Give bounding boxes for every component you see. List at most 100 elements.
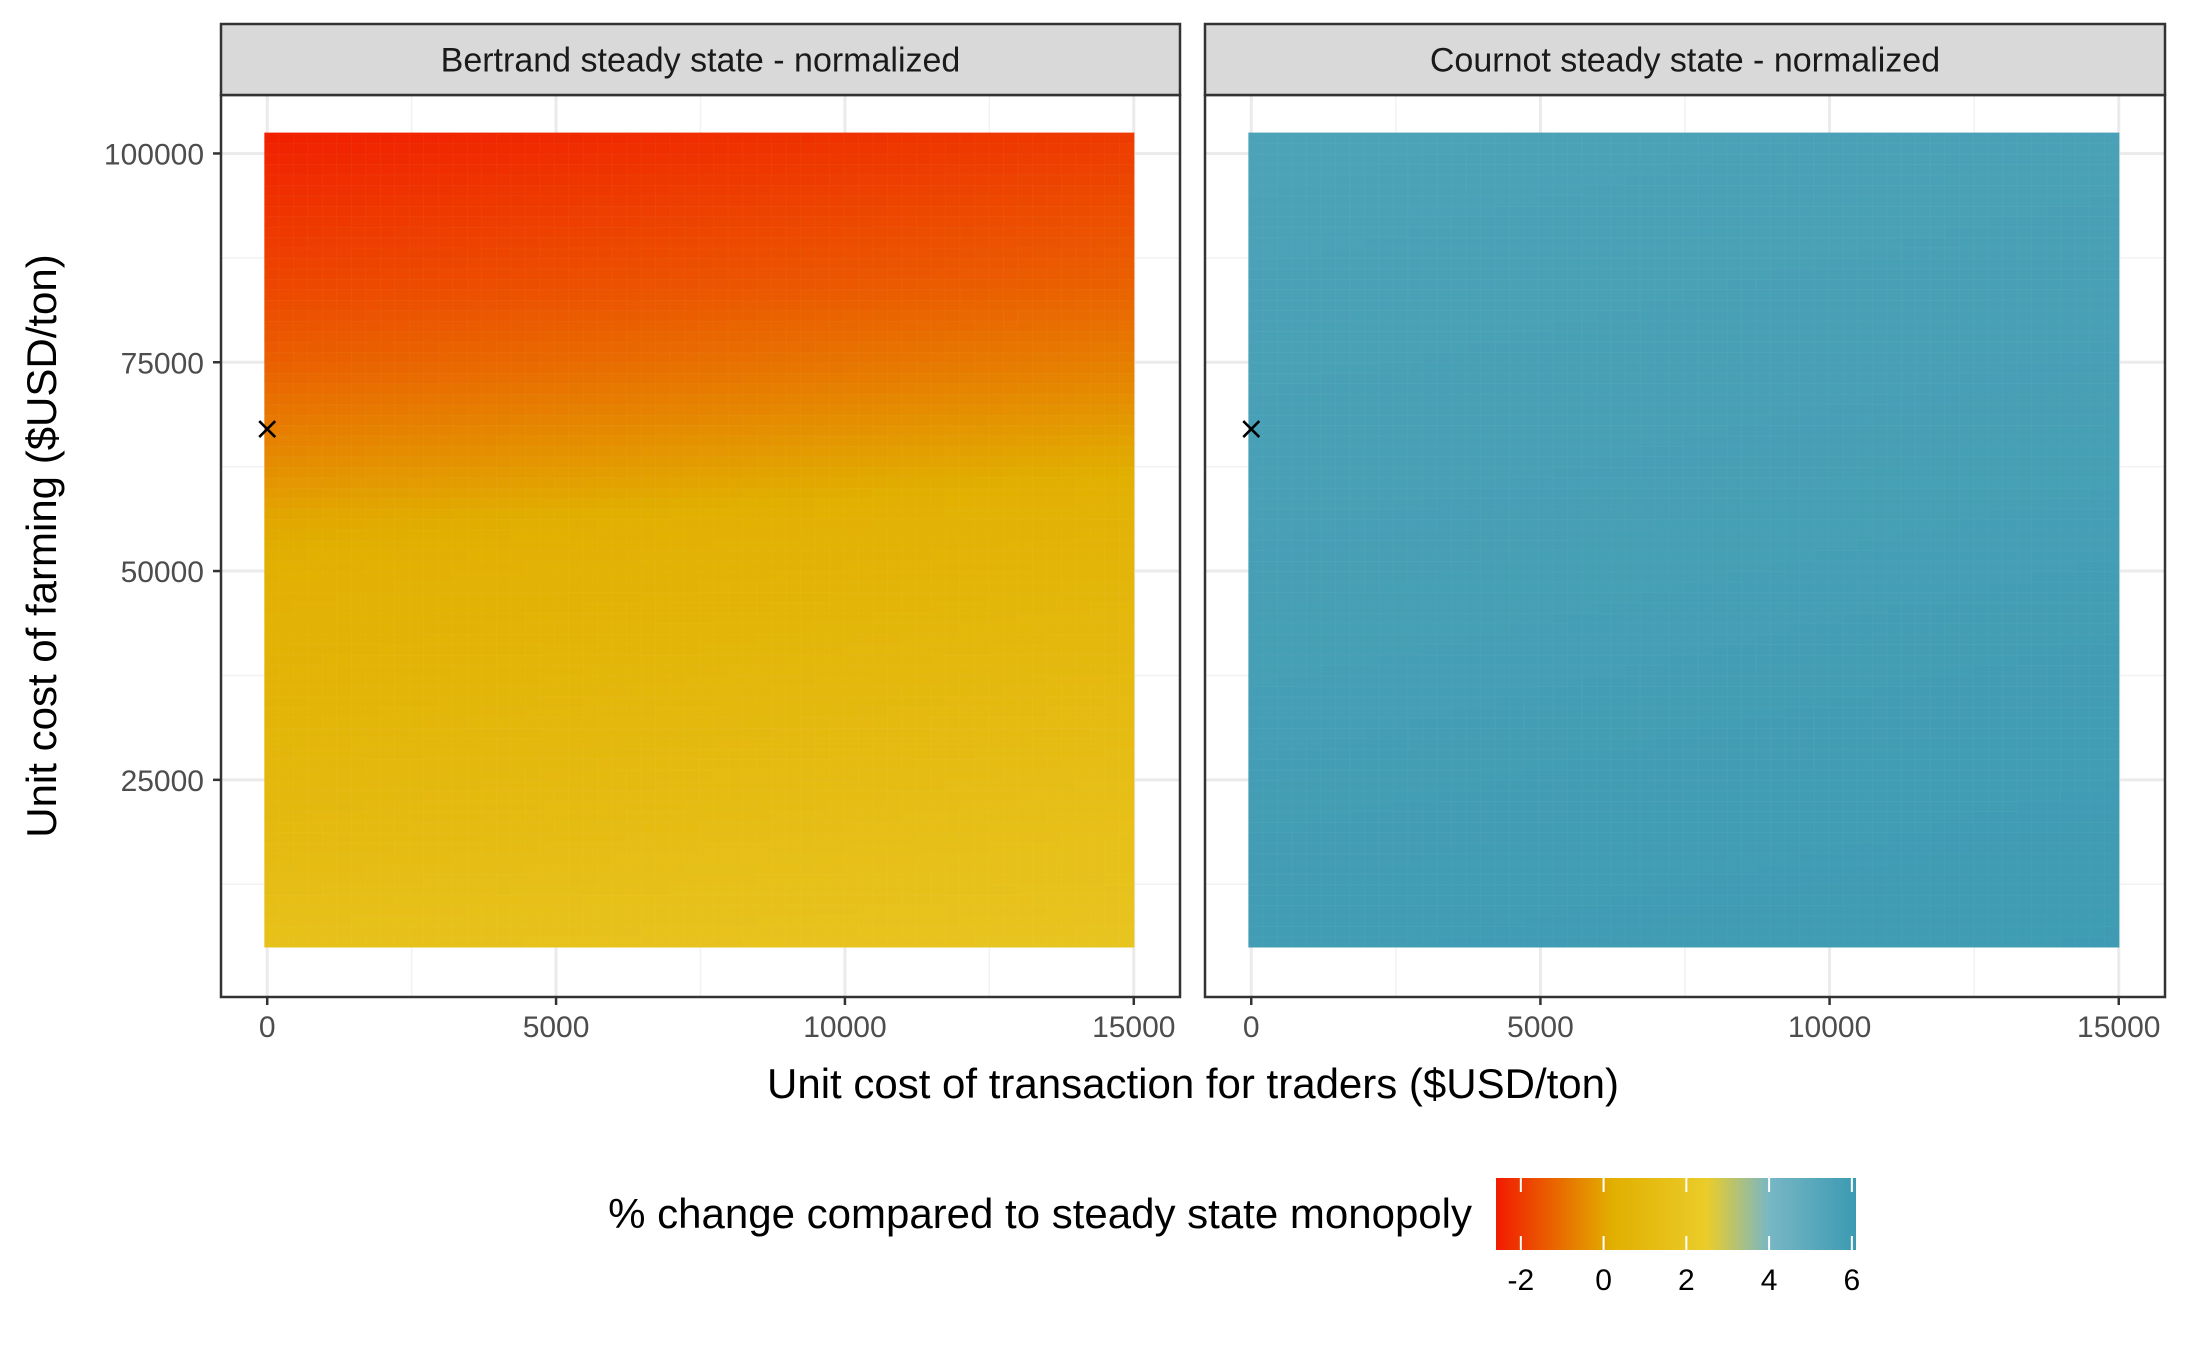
heatmap-tile xyxy=(611,414,628,426)
heatmap-tile xyxy=(264,758,280,771)
heatmap-tile xyxy=(872,831,889,844)
heatmap-tile xyxy=(2103,904,2120,917)
heatmap-tile xyxy=(539,560,555,572)
heatmap-tile xyxy=(959,247,976,259)
heatmap-tile xyxy=(1090,351,1106,364)
heatmap-tile xyxy=(945,226,961,238)
heatmap-tile xyxy=(655,257,671,270)
heatmap-tile xyxy=(2074,915,2091,927)
heatmap-tile xyxy=(394,414,411,426)
heatmap-tile xyxy=(858,779,874,792)
heatmap-tile xyxy=(655,852,671,865)
heatmap-tile xyxy=(1119,706,1135,719)
heatmap-tile xyxy=(611,915,628,927)
heatmap-tile xyxy=(510,403,527,416)
heatmap-tile xyxy=(2060,936,2077,948)
heatmap-tile xyxy=(380,633,396,645)
heatmap-tile xyxy=(597,769,613,781)
heatmap-tile xyxy=(829,424,845,437)
heatmap-tile xyxy=(727,476,744,489)
heatmap-tile xyxy=(264,748,280,760)
heatmap-tile xyxy=(524,226,541,238)
heatmap-tile xyxy=(742,790,758,802)
heatmap-tile xyxy=(1915,936,1932,948)
heatmap-tile xyxy=(1104,194,1121,207)
heatmap-tile xyxy=(1119,351,1135,364)
heatmap-tile xyxy=(843,779,860,792)
heatmap-tile xyxy=(1090,696,1106,708)
heatmap-tile xyxy=(1003,696,1019,708)
heatmap-tile xyxy=(408,800,425,813)
heatmap-tile xyxy=(1061,810,1077,823)
heatmap-tile xyxy=(959,696,976,708)
heatmap-tile xyxy=(1090,184,1106,197)
heatmap-tile xyxy=(727,831,744,844)
heatmap-tile xyxy=(1017,215,1034,228)
heatmap-tile xyxy=(684,591,700,604)
heatmap-tile xyxy=(916,424,932,437)
heatmap-tile xyxy=(713,758,729,771)
heatmap-tile xyxy=(307,236,324,249)
heatmap-tile xyxy=(1915,915,1932,927)
heatmap-tile xyxy=(771,455,787,468)
heatmap-tile xyxy=(1277,925,1293,938)
heatmap-tile xyxy=(1032,382,1048,395)
heatmap-tile xyxy=(539,445,555,458)
heatmap-tile xyxy=(713,518,729,531)
heatmap-tile xyxy=(1119,529,1135,541)
heatmap-tile xyxy=(568,591,584,604)
heatmap-tile xyxy=(1104,268,1121,280)
heatmap-tile xyxy=(640,299,657,311)
heatmap-tile xyxy=(2016,925,2033,938)
heatmap-tile xyxy=(322,758,338,771)
heatmap-tile xyxy=(597,414,613,426)
heatmap-tile xyxy=(1017,633,1034,645)
heatmap-tile xyxy=(322,226,338,238)
heatmap-tile xyxy=(408,174,425,186)
heatmap-tile xyxy=(1683,925,1699,938)
heatmap-tile xyxy=(437,163,454,176)
heatmap-tile xyxy=(553,142,570,155)
heatmap-tile xyxy=(437,174,454,186)
heatmap-tile xyxy=(814,894,831,906)
heatmap-tile xyxy=(322,936,338,948)
heatmap-tile xyxy=(713,320,729,332)
heatmap-tile xyxy=(495,508,512,520)
heatmap-tile xyxy=(800,382,816,395)
heatmap-tile xyxy=(1032,602,1048,614)
heatmap-tile xyxy=(814,779,831,792)
heatmap-tile xyxy=(481,602,498,614)
heatmap-tile xyxy=(495,320,512,332)
heatmap-tile xyxy=(278,748,295,760)
heatmap-tile xyxy=(1104,696,1121,708)
heatmap-tile xyxy=(597,403,613,416)
heatmap-tile xyxy=(1090,706,1106,719)
heatmap-tile xyxy=(800,341,816,353)
heatmap-tile xyxy=(843,435,860,447)
heatmap-tile xyxy=(655,362,671,374)
heatmap-tile xyxy=(408,810,425,823)
heatmap-tile xyxy=(1090,508,1106,520)
heatmap-tile xyxy=(264,716,280,729)
heatmap-tile xyxy=(959,320,976,332)
heatmap-tile xyxy=(698,455,715,468)
heatmap-tile xyxy=(1509,894,1525,906)
heatmap-tile xyxy=(336,226,353,238)
heatmap-tile xyxy=(756,591,773,604)
heatmap-tile xyxy=(974,810,990,823)
heatmap-tile xyxy=(988,247,1005,259)
heatmap-tile xyxy=(930,288,947,301)
heatmap-tile xyxy=(365,748,382,760)
heatmap-tile xyxy=(437,769,454,781)
heatmap-tile xyxy=(510,351,527,364)
heatmap-tile xyxy=(2016,904,2033,917)
heatmap-tile xyxy=(959,810,976,823)
heatmap-tile xyxy=(1104,330,1121,343)
heatmap-tile xyxy=(945,372,961,384)
heatmap-tile xyxy=(322,925,338,938)
heatmap-tile xyxy=(669,884,686,896)
heatmap-tile xyxy=(959,184,976,197)
heatmap-tile xyxy=(974,403,990,416)
heatmap-tile xyxy=(742,142,758,155)
heatmap-tile xyxy=(1090,915,1106,927)
